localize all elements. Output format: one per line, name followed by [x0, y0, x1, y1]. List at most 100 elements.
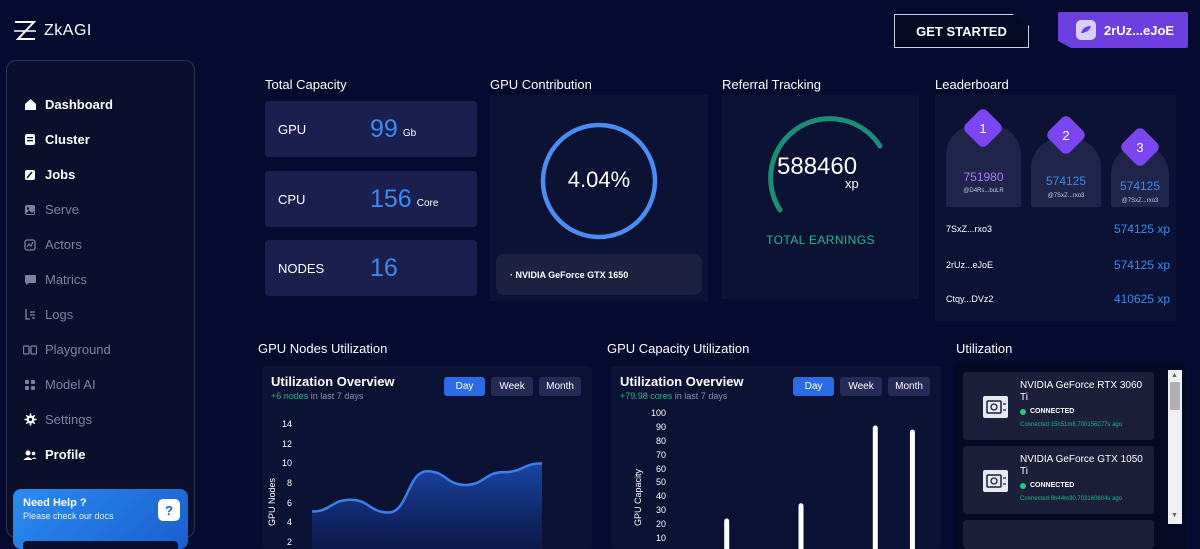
get-started-button[interactable]: GET STARTED: [894, 14, 1029, 48]
y-tick-label: 40: [655, 491, 666, 502]
rank-1-badge: 1: [961, 106, 1005, 150]
matrics-icon: [23, 273, 37, 287]
gpu-unit: Gb: [402, 127, 417, 139]
profile-icon: [23, 448, 37, 462]
y-tick-label: 10: [655, 533, 666, 543]
y-tick-label: 6: [286, 497, 292, 508]
gpu-capacity-chart-panel: Utilization Overview +79.98 cores in las…: [611, 366, 941, 549]
scroll-thumb: [1170, 382, 1180, 410]
gpu-card-icon: [983, 470, 1008, 492]
device-card[interactable]: [963, 520, 1154, 549]
nodes-value: 16: [370, 253, 398, 282]
ring-track: [540, 122, 658, 240]
sidebar-item-jobs[interactable]: Jobs: [23, 157, 113, 192]
podium-3-score: 574125: [1119, 179, 1161, 193]
sidebar-item-label: Jobs: [45, 167, 76, 182]
gpu-value: 99: [370, 114, 398, 143]
rank-2-badge: 2: [1044, 113, 1088, 157]
nodes-capacity-card: NODES 16: [265, 240, 477, 296]
device-card[interactable]: NVIDIA GeForce GTX 1050 Ti CONNECTED Con…: [963, 446, 1154, 514]
sidebar-item-cluster[interactable]: Cluster: [23, 122, 113, 157]
sidebar-item-playground[interactable]: Playground: [23, 332, 113, 367]
docs-button[interactable]: [23, 541, 178, 549]
app-logo[interactable]: ZkAGI: [12, 18, 92, 44]
referral-value: 588460: [777, 153, 858, 180]
podium-1-id: @D4Rs...buLR: [963, 188, 1004, 194]
rank-3-badge: 3: [1118, 125, 1162, 169]
gpu-capacity-bar-chart: [724, 425, 915, 549]
referral-arc: [768, 116, 883, 213]
y-tick-label: 14: [281, 419, 292, 429]
sidebar-item-profile[interactable]: Profile: [23, 437, 113, 472]
actors-icon: [23, 238, 37, 252]
cpu-capacity-card: CPU 156 Core: [265, 171, 477, 227]
sidebar-item-model-ai[interactable]: Model AI: [23, 367, 113, 402]
total-capacity-title: Total Capacity: [265, 77, 347, 92]
sidebar-item-matrics[interactable]: Matrics: [23, 262, 113, 297]
y-tick-label: 90: [655, 421, 666, 432]
help-subtitle: Please check our docs: [23, 511, 114, 521]
podium-3-id: @7SxZ...rxo3: [1121, 198, 1159, 204]
gpu-contribution-ring: [540, 122, 658, 240]
home-icon: [23, 98, 37, 112]
sidebar-item-label: Cluster: [45, 132, 90, 147]
sidebar-item-logs[interactable]: Logs: [23, 297, 113, 332]
podium-2-id: @7SxZ...rxo3: [1047, 193, 1085, 199]
settings-icon: [23, 413, 37, 427]
sidebar-item-settings[interactable]: Settings: [23, 402, 113, 437]
y-tick-label: 8: [286, 478, 292, 488]
nodes-label: NODES: [278, 260, 325, 276]
y-tick-label: 30: [655, 505, 666, 516]
area-fill: [312, 463, 542, 549]
bar: [798, 503, 804, 549]
help-icon[interactable]: ?: [158, 499, 180, 521]
gpu-card-icon: [983, 396, 1008, 418]
jobs-icon: [23, 168, 37, 182]
sidebar-item-serve[interactable]: Serve: [23, 192, 113, 227]
referral-title: Referral Tracking: [722, 77, 821, 92]
tab-day[interactable]: Day: [793, 377, 834, 396]
gpu-capacity-utilization-title: GPU Capacity Utilization: [607, 341, 750, 356]
wallet-button[interactable]: 2rUz...eJoE: [1058, 12, 1188, 48]
tab-day[interactable]: Day: [444, 377, 485, 396]
device-status: CONNECTED: [1020, 482, 1074, 489]
gpu-nodes-chart-panel: Utilization Overview +6 nodes in last 7 …: [262, 366, 592, 549]
sidebar-item-label: Settings: [45, 412, 92, 427]
tab-month[interactable]: Month: [539, 377, 581, 396]
bar: [872, 425, 878, 549]
device-connected-time: Connected 6h44m30.703160804s ago: [1020, 496, 1123, 502]
sidebar-nav: Dashboard Cluster Jobs Serve Actors Matr…: [23, 87, 113, 472]
leaderboard-row: Ctqy...DVz2 410625 xp: [946, 292, 1170, 306]
utilization-scrollbar[interactable]: ▲ ▼: [1168, 370, 1182, 524]
sidebar-item-actors[interactable]: Actors: [23, 227, 113, 262]
overview-title: Utilization Overview: [271, 374, 395, 389]
leaderboard-row: 7SxZ...rxo3 574125 xp: [946, 222, 1170, 236]
leaderboard-title: Leaderboard: [935, 77, 1009, 92]
device-status: CONNECTED: [1020, 408, 1074, 415]
sidebar-item-label: Dashboard: [45, 97, 113, 112]
tab-week[interactable]: Week: [491, 377, 533, 396]
status-dot-icon: [1020, 408, 1026, 415]
scroll-up-icon: ▲: [1171, 372, 1178, 379]
serve-icon: [23, 203, 37, 217]
device-name: NVIDIA GeForce GTX 1050 Ti: [1020, 454, 1143, 477]
series-line: [312, 462, 542, 514]
y-tick-label: 100: [650, 408, 666, 418]
referral-panel: [722, 95, 919, 299]
range-tabs: Day Week Month: [444, 377, 581, 396]
sidebar-item-label: Serve: [45, 202, 79, 217]
tab-week[interactable]: Week: [840, 377, 882, 396]
wallet-icon: [1076, 20, 1096, 40]
tab-month[interactable]: Month: [888, 377, 930, 396]
playground-icon: [23, 343, 37, 357]
y-tick-label: 80: [655, 435, 666, 446]
referral-unit: xp: [845, 176, 859, 191]
model-ai-icon: [23, 378, 37, 392]
sidebar-item-dashboard[interactable]: Dashboard: [23, 87, 113, 122]
overview-title: Utilization Overview: [620, 374, 744, 389]
total-earnings-label: TOTAL EARNINGS: [766, 233, 875, 247]
device-connected-time: Connected 15h51m8.700156277s ago: [1020, 422, 1123, 428]
y-tick-label: 2: [286, 537, 292, 547]
y-tick-label: 70: [655, 449, 666, 460]
device-card[interactable]: NVIDIA GeForce RTX 3060 Ti CONNECTED Con…: [963, 372, 1154, 440]
